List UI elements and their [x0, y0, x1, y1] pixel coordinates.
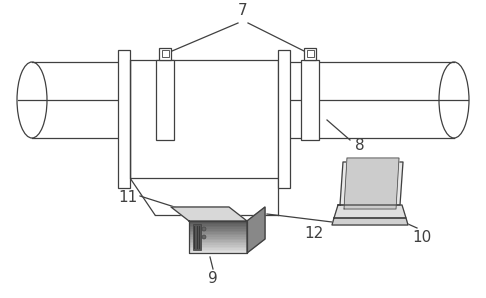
Polygon shape: [189, 229, 247, 231]
Polygon shape: [189, 221, 247, 223]
Text: 8: 8: [355, 137, 364, 153]
Text: 12: 12: [304, 226, 324, 241]
Polygon shape: [189, 234, 247, 235]
Bar: [193, 224, 201, 250]
Circle shape: [202, 227, 206, 231]
Polygon shape: [189, 235, 247, 237]
Polygon shape: [189, 252, 247, 253]
Polygon shape: [189, 226, 247, 227]
Bar: [159, 48, 171, 60]
Polygon shape: [247, 207, 265, 253]
Text: 9: 9: [208, 271, 218, 286]
Polygon shape: [189, 245, 247, 247]
Polygon shape: [189, 237, 247, 239]
Polygon shape: [189, 250, 247, 252]
Polygon shape: [189, 224, 247, 226]
Bar: [301, 60, 319, 140]
Polygon shape: [189, 223, 247, 224]
Bar: [278, 50, 290, 188]
Text: 7: 7: [238, 3, 248, 18]
Polygon shape: [334, 205, 406, 218]
Bar: [156, 60, 174, 140]
Polygon shape: [189, 240, 247, 242]
Text: 10: 10: [413, 230, 432, 245]
Polygon shape: [189, 231, 247, 232]
Text: 11: 11: [119, 190, 138, 206]
Bar: [162, 50, 169, 57]
Bar: [118, 50, 130, 188]
Bar: [304, 48, 316, 60]
Circle shape: [202, 235, 206, 239]
Polygon shape: [189, 247, 247, 248]
Polygon shape: [189, 242, 247, 243]
Polygon shape: [332, 218, 408, 225]
Polygon shape: [189, 239, 247, 240]
Polygon shape: [171, 207, 247, 221]
Bar: [130, 60, 278, 178]
Polygon shape: [340, 162, 403, 205]
Polygon shape: [344, 158, 399, 209]
Polygon shape: [189, 232, 247, 234]
Polygon shape: [189, 243, 247, 245]
Polygon shape: [189, 227, 247, 229]
Polygon shape: [189, 248, 247, 250]
Bar: [307, 50, 314, 57]
